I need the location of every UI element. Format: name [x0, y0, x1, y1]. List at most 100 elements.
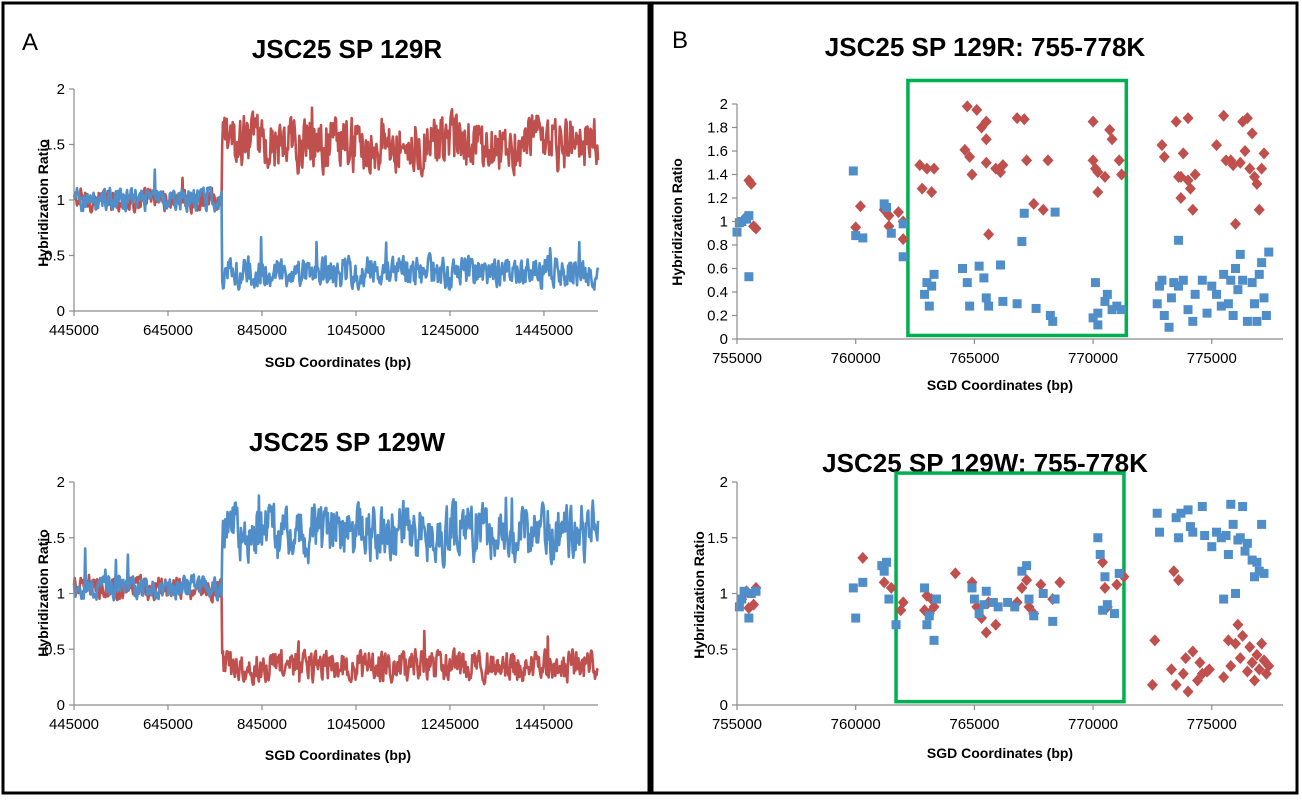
- data-point-blue: [981, 293, 991, 303]
- data-point-blue: [1093, 533, 1103, 543]
- data-point-blue: [1088, 313, 1098, 323]
- y-tick-label: 0: [57, 697, 65, 714]
- data-point-blue: [1212, 527, 1222, 537]
- data-point-blue: [1107, 305, 1117, 315]
- data-point-blue: [1221, 531, 1231, 541]
- data-point-blue: [858, 577, 868, 587]
- y-tick-label: 1.5: [44, 530, 65, 547]
- x-tick-label: 755000: [712, 350, 762, 367]
- data-point-blue: [922, 620, 932, 630]
- data-point-blue: [1152, 508, 1162, 518]
- data-point-blue: [1183, 505, 1193, 515]
- x-tick-label: 1445000: [515, 716, 573, 733]
- data-point-blue: [1117, 305, 1127, 315]
- x-axis-label: SGD Coordinates (bp): [265, 747, 411, 763]
- data-point-blue: [1010, 602, 1020, 612]
- data-point-blue: [858, 233, 868, 243]
- data-point-red: [916, 182, 928, 195]
- data-point-red: [1173, 574, 1185, 587]
- data-point-red: [928, 600, 940, 613]
- data-point-red: [1211, 139, 1223, 152]
- data-point-red: [1018, 113, 1030, 126]
- highlight-box: [906, 78, 1129, 338]
- data-point-blue: [1228, 519, 1238, 529]
- data-point-blue: [993, 602, 1003, 612]
- data-point-blue: [1100, 572, 1110, 582]
- data-point-red: [1237, 629, 1249, 642]
- y-tick-label: 1.6: [707, 143, 728, 160]
- data-point-blue: [1242, 316, 1252, 326]
- data-point-blue: [1226, 499, 1236, 509]
- data-point-red: [885, 581, 897, 594]
- data-point-blue: [979, 273, 989, 283]
- data-point-blue: [851, 613, 861, 623]
- data-point-red: [1177, 147, 1189, 160]
- data-point-blue: [1095, 549, 1105, 559]
- data-point-blue: [848, 166, 858, 176]
- chart-title: JSC25 SP 129R: [252, 34, 443, 64]
- data-point-blue: [1166, 293, 1176, 303]
- chart-129r-zoom: JSC25 SP 129R: 755-778K Hybridization Ra…: [669, 32, 1283, 393]
- scatter-series: [734, 471, 1275, 704]
- data-point-blue: [1090, 278, 1100, 288]
- data-point-red: [1234, 652, 1246, 665]
- data-point-blue: [1259, 293, 1269, 303]
- data-point-blue: [1219, 269, 1229, 279]
- data-point-red: [1177, 667, 1189, 680]
- data-point-blue: [1178, 275, 1188, 285]
- data-point-blue: [1048, 616, 1058, 626]
- data-point-blue: [1022, 561, 1032, 571]
- data-point-blue: [929, 635, 939, 645]
- data-point-red: [1253, 203, 1265, 216]
- data-point-red: [1170, 115, 1182, 128]
- data-point-red: [850, 221, 862, 234]
- data-point-blue: [1003, 597, 1013, 607]
- series-line-blue: [72, 494, 600, 602]
- data-point-blue: [1031, 303, 1041, 313]
- data-point-red: [748, 598, 760, 611]
- data-point-blue: [737, 594, 747, 604]
- data-point-red: [1146, 678, 1158, 691]
- y-tick-label: 1.8: [707, 120, 728, 137]
- data-point-blue: [1254, 269, 1264, 279]
- data-point-red: [1230, 217, 1242, 230]
- data-point-blue: [962, 278, 972, 288]
- data-point-blue: [929, 269, 939, 279]
- x-tick-label: 645000: [143, 322, 193, 339]
- data-point-red: [926, 186, 938, 199]
- data-point-blue: [1207, 281, 1217, 291]
- data-point-blue: [882, 202, 892, 212]
- data-point-blue: [996, 260, 1006, 270]
- data-point-red: [964, 150, 976, 163]
- data-point-blue: [1228, 311, 1238, 320]
- y-tick-label: 0.5: [44, 248, 65, 265]
- x-tick-label: 645000: [143, 716, 193, 733]
- data-point-blue: [1183, 305, 1193, 315]
- x-tick-label: 770000: [1068, 716, 1118, 733]
- x-tick-label: 775000: [1187, 716, 1237, 733]
- data-point-blue: [898, 252, 908, 262]
- data-point-red: [1187, 645, 1199, 658]
- data-point-red: [1092, 166, 1104, 179]
- data-point-blue: [737, 217, 747, 226]
- data-point-red: [1099, 581, 1111, 594]
- x-tick-label: 765000: [949, 350, 999, 367]
- data-point-red: [921, 162, 933, 175]
- data-point-blue: [1226, 275, 1236, 285]
- data-point-red: [854, 200, 866, 213]
- data-point-blue: [1174, 235, 1184, 245]
- y-tick-label: 2: [720, 474, 728, 491]
- data-point-blue: [1093, 308, 1103, 318]
- data-point-blue: [1050, 207, 1060, 217]
- y-tick-label: 2: [720, 96, 728, 113]
- y-tick-label: 0.5: [707, 641, 728, 658]
- y-tick-label: 0.6: [707, 261, 728, 278]
- data-point-blue: [1238, 502, 1248, 512]
- chart-129r-overview: JSC25 SP 129R Hybridization Ratio SGD Co…: [35, 34, 600, 370]
- data-point-blue: [922, 278, 932, 288]
- y-axis-label: Hybridization Ratio: [35, 529, 51, 657]
- data-point-blue: [1157, 275, 1167, 285]
- data-point-blue: [734, 602, 744, 612]
- data-point-red: [1087, 115, 1099, 128]
